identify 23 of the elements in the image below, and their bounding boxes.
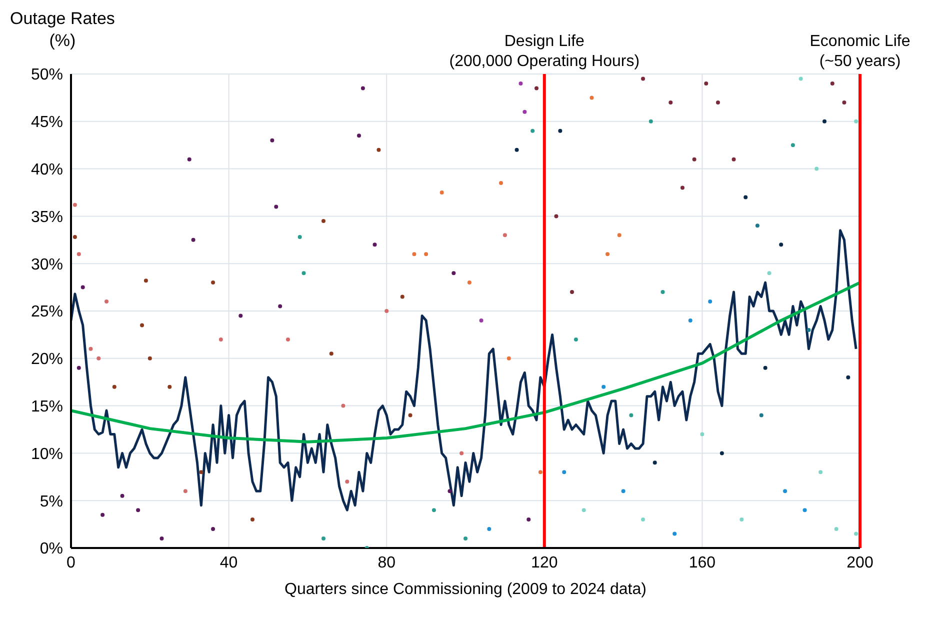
x-tick-label: 160 [688,554,716,572]
y-tick-label: 5% [40,493,63,510]
ref-line-label: Economic Life (~50 years) [810,33,910,70]
line-series [71,229,858,512]
y-tick-label: 20% [30,351,63,368]
y-tick-label: 10% [30,446,63,463]
y-tick-label: 30% [30,256,63,274]
y-axis-title: Outage Rates (%) [10,8,115,52]
y-tick-label: 25% [30,304,63,321]
y-tick-label: 45% [30,114,63,132]
y-tick-label: 40% [30,161,63,178]
x-axis-title: Quarters since Commissioning (2009 to 2024 data) [284,581,646,598]
x-tick-label: 0 [66,554,76,572]
y-tick-label: 50% [30,66,63,84]
x-tick-label: 80 [378,554,396,572]
ref-line-label: Design Life (200,000 Operating Hours) [449,33,640,70]
x-tick-label: 120 [531,554,558,572]
x-tick-label: 200 [846,554,874,572]
y-tick-label: 15% [30,398,63,416]
y-tick-label: 0% [40,540,63,558]
line-series [71,281,860,444]
x-tick-label: 40 [220,554,238,572]
y-tick-label: 35% [30,208,63,226]
